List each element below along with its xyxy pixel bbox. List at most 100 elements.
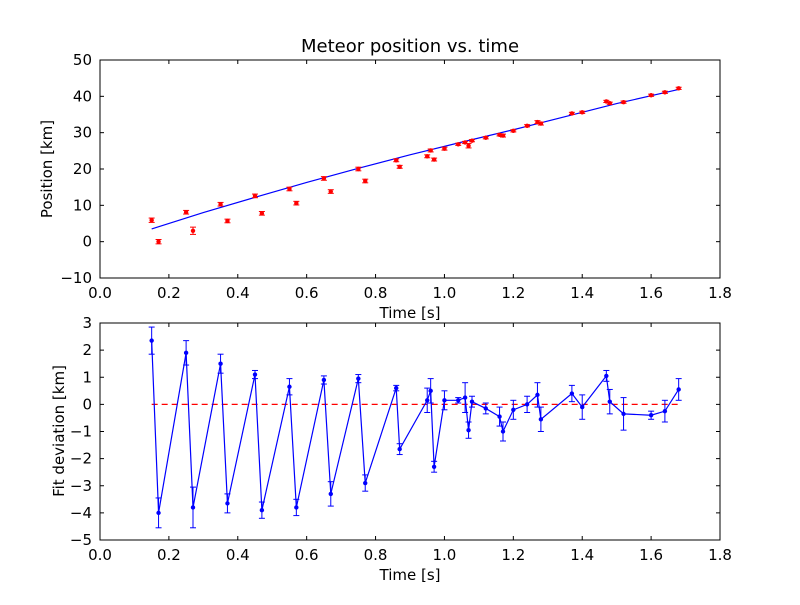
deviation-point: [259, 507, 265, 513]
position-point: [442, 146, 447, 151]
deviation-point: [469, 399, 475, 404]
top-x-tick-label: 1.4: [570, 284, 594, 302]
position-point: [607, 101, 612, 106]
bottom-x-tick-label: 1.2: [501, 546, 525, 564]
top-x-tick-label: 0.8: [364, 284, 388, 302]
top-y-tick-label: 20: [73, 160, 92, 178]
position-point: [538, 121, 544, 126]
deviation-point: [538, 417, 544, 422]
position-point: [425, 154, 430, 159]
position-point: [483, 135, 488, 140]
top-y-tick-label: −10: [60, 269, 92, 287]
bottom-x-tick-label: 0.0: [88, 546, 112, 564]
deviation-point: [524, 402, 530, 407]
deviation-point: [466, 427, 471, 433]
position-point: [580, 110, 585, 115]
deviation-point: [149, 338, 154, 343]
top-x-tick-label: 1.6: [639, 284, 663, 302]
position-point: [156, 239, 161, 244]
top-x-tick-label: 0.0: [88, 284, 112, 302]
bottom-y-tick-label: −4: [70, 504, 92, 522]
position-point: [662, 90, 668, 95]
deviation-point: [287, 384, 292, 389]
position-point: [535, 119, 540, 125]
deviation-point: [225, 501, 230, 506]
deviation-point: [218, 361, 223, 366]
bottom-x-tick-label: 0.2: [157, 546, 181, 564]
position-point: [469, 138, 475, 143]
bottom-y-tick-label: −5: [70, 531, 92, 549]
deviation-line: [151, 340, 680, 513]
position-point: [511, 128, 516, 134]
deviation-point: [190, 505, 196, 510]
bottom-y-tick-label: 2: [82, 341, 92, 359]
deviation-point: [431, 464, 437, 469]
position-point: [321, 176, 327, 181]
bottom-x-tick-label: 1.4: [570, 546, 594, 564]
top-x-tick-label: 1.2: [501, 284, 525, 302]
deviation-point: [394, 385, 399, 391]
position-point: [356, 166, 361, 172]
deviation-point: [500, 429, 506, 434]
deviation-point: [356, 376, 361, 381]
position-point: [524, 123, 530, 128]
bottom-y-tick-label: −2: [70, 450, 92, 468]
bottom-x-tick-label: 0.6: [295, 546, 319, 564]
position-point: [328, 189, 333, 194]
deviation-point: [569, 391, 575, 396]
deviation-point: [676, 387, 681, 392]
bottom-y-tick-label: 3: [82, 314, 92, 332]
position-point: [190, 228, 196, 233]
deviation-point: [621, 411, 626, 417]
deviation-point: [604, 373, 609, 379]
deviation-point: [648, 413, 654, 418]
position-point: [218, 202, 223, 207]
fit-line: [151, 88, 679, 230]
deviation-point: [363, 480, 368, 486]
position-point: [294, 200, 299, 206]
position-point: [149, 218, 154, 223]
deviation-point: [511, 407, 516, 412]
bottom-x-tick-label: 1.8: [708, 546, 732, 564]
bottom-y-tick-label: 1: [82, 368, 92, 386]
deviation-point: [662, 408, 668, 414]
deviation-point: [397, 446, 402, 452]
top-x-tick-label: 0.6: [295, 284, 319, 302]
position-point: [259, 211, 265, 216]
deviation-point: [456, 398, 461, 403]
position-point: [363, 178, 368, 184]
deviation-point: [425, 398, 430, 403]
bottom-x-axis-label: Time [s]: [379, 566, 441, 584]
bottom-y-tick-label: −3: [70, 477, 92, 495]
top-y-tick-label: 40: [73, 87, 92, 105]
position-point: [183, 210, 189, 215]
position-point: [287, 186, 292, 192]
deviation-point: [442, 398, 447, 403]
position-point: [397, 164, 402, 170]
deviation-point: [497, 414, 502, 419]
top-y-axis-label: Position [km]: [38, 120, 56, 218]
bottom-y-tick-label: −1: [70, 423, 92, 441]
deviation-point: [252, 372, 258, 377]
deviation-point: [580, 404, 585, 410]
top-x-tick-label: 1.8: [708, 284, 732, 302]
position-point: [252, 193, 258, 199]
deviation-point: [607, 399, 612, 404]
top-x-tick-label: 0.2: [157, 284, 181, 302]
position-point: [225, 218, 230, 224]
position-point: [394, 158, 399, 163]
bottom-x-tick-label: 0.8: [364, 546, 388, 564]
position-point: [428, 148, 433, 153]
bottom-x-tick-label: 1.0: [433, 546, 457, 564]
top-y-tick-label: 50: [73, 51, 92, 69]
position-point: [676, 86, 681, 91]
bottom-plot: 0.0 0.2 0.4 0.6 0.8 1.0 1.2 1.4 1.6 1.8 −5 −4 −3 −2 −1…: [70, 314, 732, 564]
bottom-x-tick-label: 1.6: [639, 546, 663, 564]
top-plot-frame: [99, 59, 721, 279]
deviation-point: [294, 505, 299, 510]
position-point: [621, 99, 626, 105]
deviation-point: [535, 392, 540, 398]
bottom-y-tick-label: 0: [82, 395, 92, 413]
